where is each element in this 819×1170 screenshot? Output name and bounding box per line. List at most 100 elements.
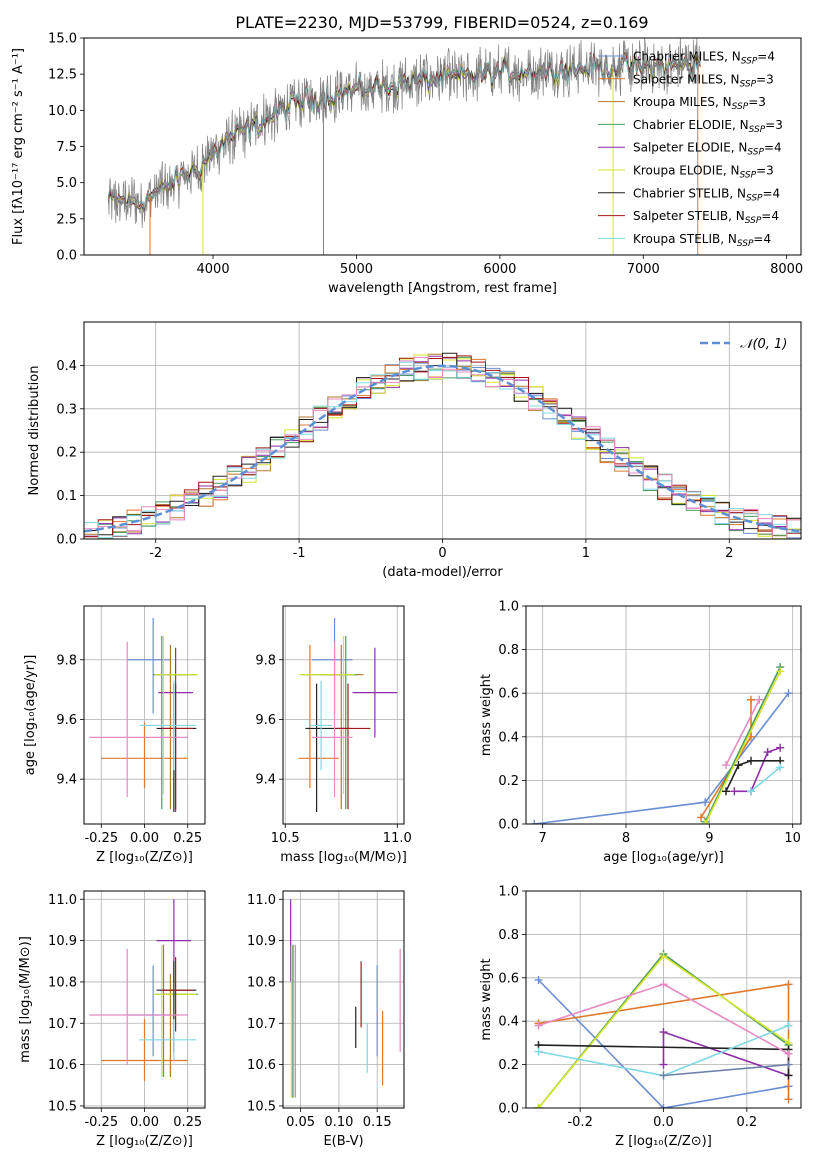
mass_weight_vs_age-ytick-label: 0.8 [498, 643, 519, 658]
mass-weight-marker [784, 689, 793, 698]
mass_weight_vs_Z-ytick-label: 0.2 [498, 1058, 519, 1073]
legend-entry-subscript: SSP [737, 239, 754, 249]
mass_weight_vs_Z-frame [525, 890, 802, 1109]
spectrum-ytick-label: 5.0 [56, 176, 77, 191]
mass_weight_vs_Z-ytick-label: 0.8 [498, 928, 519, 943]
legend-entry-label: Kroupa STELIB, NSSP=4 [633, 232, 771, 249]
mass-weight-line [725, 760, 781, 792]
age_vs_mass-xlabel: mass [log₁₀(M/M⊙)] [280, 850, 407, 865]
mass-weight-marker [534, 975, 543, 984]
mass_vs_Z-ytick-label: 10.6 [48, 1058, 77, 1073]
mass_weight_vs_Z-xtick-label: 0.2 [736, 1115, 757, 1130]
residuals-ytick-label: 0.4 [56, 359, 77, 374]
normal-curve [84, 364, 801, 533]
spectrum-xlabel: wavelength [Angstrom, rest frame] [328, 281, 557, 296]
spectrum-data-line [108, 38, 701, 229]
mass_vs_Z-plot-area [89, 899, 199, 1082]
mass-weight-marker [784, 980, 793, 989]
mass_vs_Z-xlabel: Z [log₁₀(Z/Z⊙)] [96, 1134, 193, 1149]
mass-weight-marker [747, 787, 755, 796]
errorbar-point [153, 944, 197, 1077]
spectrum-xtick-label: 6000 [483, 262, 516, 277]
mass_vs_Z-ytick-label: 10.5 [48, 1099, 77, 1114]
mass_weight_vs_age-ytick-label: 0.2 [498, 774, 519, 789]
mass_vs_EBV-xtick-label: 0.10 [324, 1115, 353, 1130]
residual-histogram [84, 355, 801, 538]
legend-entry-suffix: =4 [761, 209, 779, 223]
age_vs_Z-xtick-label: 0.00 [130, 831, 159, 846]
mass-weight-marker [534, 1047, 543, 1056]
errorbar-point [156, 683, 197, 813]
mass-weight-line [725, 699, 761, 766]
mass_vs_EBV-ytick-label: 10.8 [247, 975, 276, 990]
mass-weight-marker [722, 761, 730, 770]
spectrum-xtick-label: 8000 [770, 262, 803, 277]
legend-entry-label: Salpeter STELIB, NSSP=4 [633, 209, 779, 226]
age_vs_Z-ylabel: age [log₁₀(age/yr)] [23, 655, 38, 776]
mass_vs_EBV-ytick-label: 10.6 [247, 1058, 276, 1073]
legend-entry-label: Chabrier ELODIE, NSSP=3 [633, 118, 783, 135]
spectrum-ytick-label: 10.0 [48, 104, 77, 119]
mass_vs_EBV-xlabel: E(B-V) [323, 1134, 363, 1149]
mass-weight-marker [784, 1095, 793, 1104]
spectrum-ylabel: Flux [fλ10⁻¹⁷ erg cm⁻² s⁻¹ A⁻¹] [11, 48, 26, 245]
age_vs_Z-ytick-label: 9.8 [56, 653, 77, 668]
residuals-xtick-label: -2 [149, 546, 162, 561]
mass_weight_vs_age-xlabel: age [log₁₀(age/yr)] [603, 850, 724, 865]
age_vs_mass-ytick-label: 9.8 [255, 653, 276, 668]
age_vs_Z-axes: -0.25 0.00 0.25 9.4 9.6 9.8 Z [log₁₀(Z/Z⊙)] age… [23, 606, 205, 865]
legend-entry-suffix: =4 [757, 50, 775, 64]
spectrum-legend: Chabrier MILES, NSSP=4 Salpeter MILES, NS… [598, 50, 783, 249]
errorbar-point [298, 635, 355, 795]
mass_weight_vs_age-ytick-label: 1.0 [498, 600, 519, 615]
spectrum-title: PLATE=2230, MJD=53799, FIBERID=0524, z=0… [235, 13, 648, 32]
legend-entry-label: Kroupa ELODIE, NSSP=3 [633, 164, 774, 181]
mass_weight_vs_Z-xtick-label: -0.2 [567, 1115, 592, 1130]
mass_vs_Z-frame [83, 890, 206, 1109]
mass_weight_vs_Z-plot-area [534, 949, 793, 1108]
residuals-ylabel: Normed distribution [27, 366, 42, 496]
mass-weight-marker [763, 748, 772, 757]
mass-weight-marker [701, 820, 710, 824]
errorbar-point [312, 617, 353, 714]
mass_weight_vs_age-ytick-label: 0.0 [498, 818, 519, 833]
mass_weight_vs_age-xtick-label: 9 [705, 831, 713, 846]
age_vs_mass-xtick-label: 11.0 [383, 831, 412, 846]
mass-weight-line [537, 979, 789, 1108]
mass-weight-marker [784, 1071, 793, 1080]
residuals-xlabel: (data-model)/error [382, 565, 503, 580]
mass-weight-marker [784, 1021, 793, 1030]
errorbar-point [312, 641, 353, 798]
mass_weight_vs_age-plot-area [530, 663, 793, 824]
mass_vs_Z-ytick-label: 10.8 [48, 975, 77, 990]
errorbar-point [318, 644, 364, 810]
residuals-ytick-label: 0.1 [56, 489, 77, 504]
spectrum-xtick-label: 5000 [340, 262, 373, 277]
age_vs_Z-xtick-label: -0.25 [84, 831, 118, 846]
legend-entry-label: Chabrier STELIB, NSSP=4 [633, 186, 780, 203]
legend-entry-suffix: =3 [748, 95, 766, 109]
age_vs_Z-xtick-label: 0.25 [173, 831, 202, 846]
mass-weight-line [750, 766, 781, 792]
age_vs_Z-plot-area [89, 617, 199, 813]
errorbar-point [156, 961, 197, 1053]
residual-histogram [84, 352, 801, 536]
legend-entry-subscript: SSP [746, 193, 763, 203]
residuals-ytick-label: 0.0 [56, 533, 77, 548]
mass_weight_vs_age-ytick-label: 0.4 [498, 730, 519, 745]
residuals-xtick-label: 1 [582, 546, 590, 561]
errorbar-point [336, 683, 371, 810]
legend-entry-label: Chabrier MILES, NSSP=4 [633, 50, 775, 67]
errorbar-point [139, 680, 197, 771]
residuals-xtick-label: 0 [438, 546, 446, 561]
mass_vs_EBV-ytick-label: 10.5 [247, 1099, 276, 1114]
mass-weight-marker [659, 1071, 668, 1080]
mass_weight_vs_Z-xtick-label: 0.0 [653, 1115, 674, 1130]
mass_vs_Z-ytick-label: 10.7 [48, 1017, 77, 1032]
mass_vs_Z-axes: -0.25 0.00 0.25 10.5 10.6 10.7 10.8 10.9 11.0 Z [… [18, 891, 205, 1149]
legend-entry-label: 𝒩(0, 1) [740, 337, 787, 352]
mass_weight_vs_age-ytick-label: 0.6 [498, 687, 519, 702]
errorbar-point [89, 641, 188, 798]
mass_weight_vs_Z-ytick-label: 0.6 [498, 971, 519, 986]
age_vs_mass-xtick-label: 10.5 [271, 831, 300, 846]
